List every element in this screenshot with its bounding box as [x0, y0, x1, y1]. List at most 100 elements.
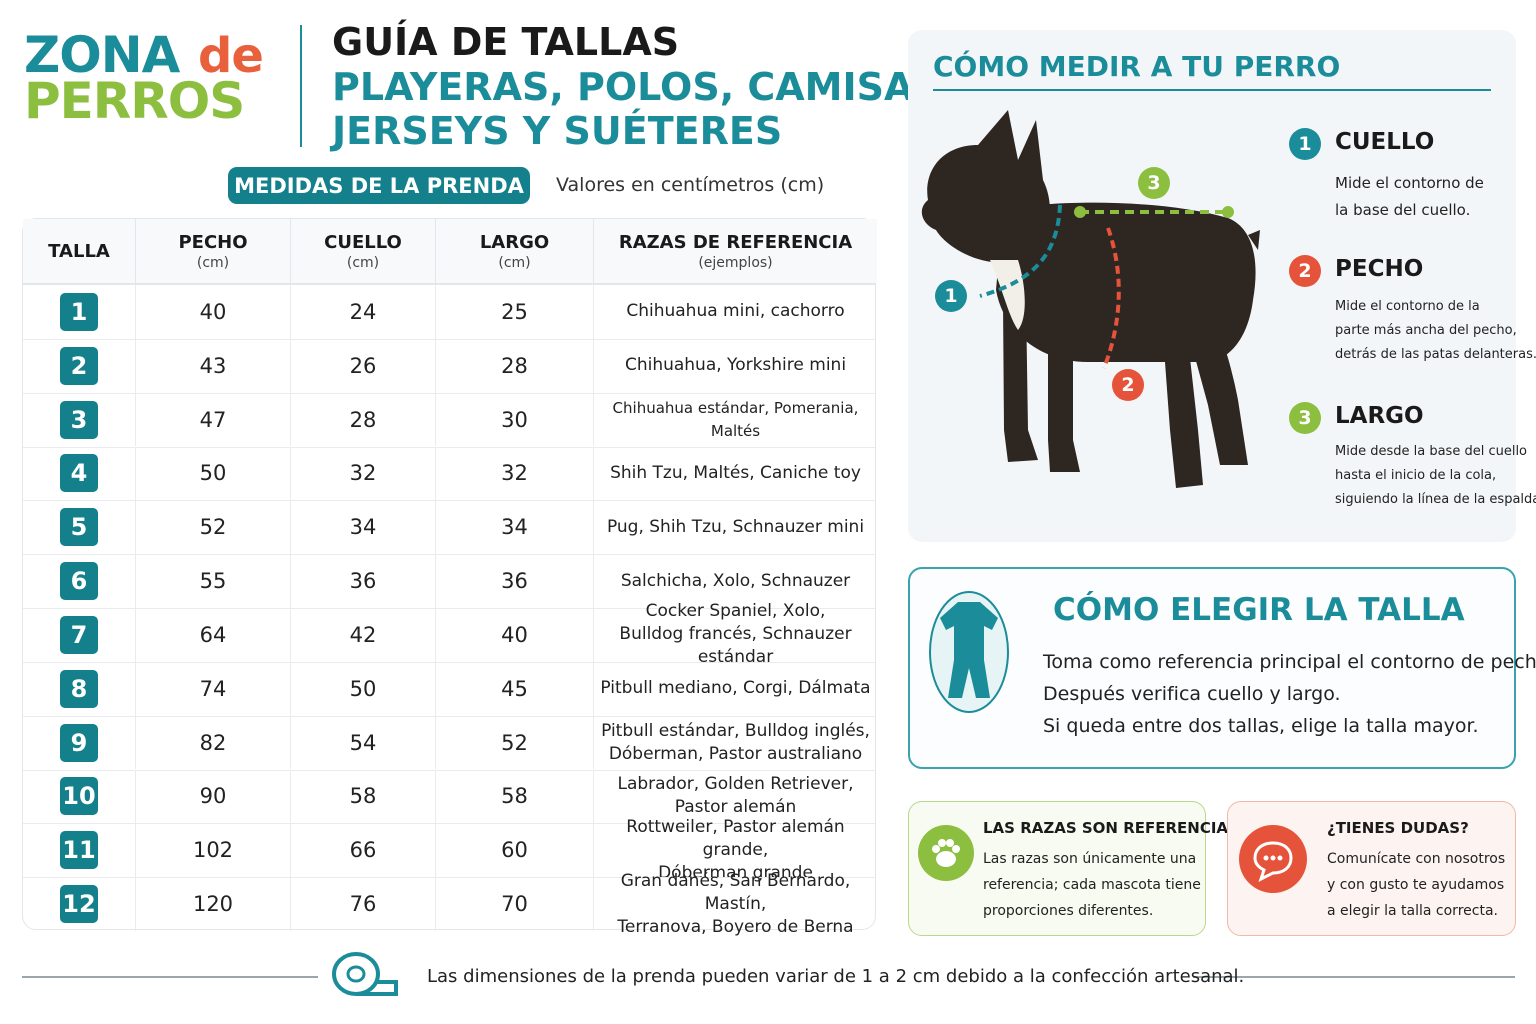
- size-badge: 3: [60, 400, 98, 439]
- table-cell: 28: [436, 338, 594, 393]
- item-name: LARGO: [1335, 403, 1424, 429]
- header-label: TALLA: [48, 240, 110, 262]
- line: proporciones diferentes.: [983, 903, 1154, 919]
- table-cell: 7: [23, 608, 136, 662]
- table-cell: 82: [136, 715, 291, 770]
- table-cell: Chihuahua mini, cachorro: [594, 285, 877, 339]
- tape-icon: [332, 952, 398, 996]
- measure-value: 90: [199, 784, 227, 809]
- line: Las razas son únicamente una: [983, 851, 1197, 867]
- table-cell: 2: [23, 338, 136, 393]
- table-cell: 1: [23, 285, 136, 339]
- measure-value: 43: [199, 353, 227, 378]
- size-badge: 12: [60, 885, 98, 924]
- line: a elegir la talla correcta.: [1327, 903, 1498, 919]
- header-unit: (cm): [498, 254, 531, 271]
- table-cell: Shih Tzu, Maltés, Caniche toy: [594, 447, 877, 501]
- table-cell: 36: [291, 554, 436, 608]
- line: Si queda entre dos tallas, elige la tall…: [1043, 715, 1479, 737]
- measure-value: 45: [501, 676, 528, 701]
- note-title: LAS RAZAS SON REFERENCIA: [983, 819, 1229, 837]
- table-cell: 50: [136, 446, 291, 501]
- table-cell: 5: [23, 500, 136, 555]
- marker: 1: [935, 280, 967, 312]
- dog: [921, 110, 1260, 488]
- line: Toma como referencia principal el contor…: [1043, 651, 1536, 673]
- measure-value: 28: [501, 353, 528, 378]
- size-table: TALLA PECHO (cm) CUELLO (cm) LARGO (cm) RAZAS D…: [22, 218, 877, 937]
- logo-word: ZONA: [24, 26, 180, 84]
- table-cell: 66: [291, 823, 436, 878]
- measure-value: 40: [501, 622, 528, 647]
- measure-value: 50: [349, 676, 377, 701]
- table-cell: Chihuahua estándar, Pomerania, Maltés: [594, 393, 877, 447]
- subtitle: JERSEYS Y SUÉTERES: [332, 109, 783, 153]
- table-cell: 64: [136, 608, 291, 662]
- breeds-line: Chihuahua, Yorkshire mini: [624, 355, 847, 376]
- table-cell: 36: [436, 554, 594, 608]
- line: Después verifica cuello y largo.: [1043, 683, 1341, 705]
- row-rule: [23, 823, 875, 825]
- dog-chest: [990, 260, 1025, 330]
- table-cell: 58: [291, 769, 436, 824]
- measure-value: 25: [501, 299, 528, 324]
- line: Mide el contorno de la: [1335, 299, 1480, 314]
- rule: [22, 976, 318, 978]
- size-badge: 11: [60, 831, 98, 870]
- note-text: Las razas son únicamente una referencia;…: [983, 846, 1201, 924]
- breeds-line: Pitbull mediano, Corgi, Dálmata: [600, 678, 871, 699]
- measure-value: 34: [349, 515, 377, 540]
- breeds-line: Salchicha, Xolo, Schnauzer: [620, 570, 851, 591]
- header-unit: (ejemplos): [698, 254, 773, 271]
- measure-value: 47: [199, 407, 227, 432]
- table-cell: 58: [436, 769, 594, 824]
- breeds-line: Terranova, Boyero de Berna: [617, 916, 854, 937]
- item-number: 1: [1289, 128, 1321, 160]
- item-desc: Mide el contorno de la parte más ancha de…: [1335, 295, 1536, 367]
- breeds-line: Rottweiler, Pastor alemán grande,: [626, 816, 845, 860]
- guide-dot: [1222, 206, 1234, 218]
- measure-value: 40: [199, 299, 227, 324]
- choose-text: Toma como referencia principal el contor…: [1043, 646, 1536, 742]
- line: siguiendo la línea de la espalda.: [1335, 492, 1536, 507]
- breeds-line: Pug, Shih Tzu, Schnauzer mini: [606, 516, 865, 537]
- measure-value: 60: [501, 838, 528, 863]
- subtitle: PLAYERAS, POLOS, CAMISAS,: [332, 65, 956, 109]
- table-cell: 26: [291, 338, 436, 393]
- breeds-line: Dóberman, Pastor australiano: [608, 743, 863, 764]
- guide-dot: [1074, 206, 1086, 218]
- table-cell: Chihuahua, Yorkshire mini: [594, 339, 877, 393]
- line: la base del cuello.: [1335, 201, 1471, 219]
- breeds-line: Chihuahua mini, cachorro: [626, 301, 845, 322]
- caption-badge: MEDIDAS DE LA PRENDA: [228, 167, 530, 204]
- table-cell: 9: [23, 715, 136, 770]
- line: Comunícate con nosotros: [1327, 851, 1506, 867]
- measure-value: 58: [501, 784, 528, 809]
- row-rule: [23, 608, 875, 609]
- table-cell: 10: [23, 769, 136, 824]
- row-rule: [23, 661, 875, 663]
- table-cell: 40: [436, 608, 594, 662]
- garment-icon: [929, 591, 1009, 713]
- breeds-line: Labrador, Golden Retriever,: [617, 774, 854, 795]
- table-cell: 54: [291, 715, 436, 770]
- logo-word: de: [198, 28, 264, 84]
- table-cell: 34: [436, 500, 594, 555]
- chest-guide: [1102, 227, 1121, 369]
- table-cell: Cocker Spaniel, Xolo, Bulldog francés, Sc…: [594, 601, 877, 667]
- row-rule: [23, 715, 875, 717]
- note-title: ¿TIENES DUDAS?: [1327, 819, 1469, 837]
- column-header: PECHO (cm): [136, 219, 291, 283]
- item-number: 2: [1289, 255, 1321, 287]
- paw-icon: [918, 825, 974, 881]
- measure-value: 32: [349, 461, 377, 486]
- breeds-line: Pitbull estándar, Bulldog inglés,: [601, 720, 870, 741]
- column-header: LARGO (cm): [436, 219, 594, 283]
- table-cell: Salchicha, Xolo, Schnauzer: [594, 554, 877, 608]
- row-rule: [23, 769, 875, 771]
- measure-value: 102: [192, 838, 234, 863]
- measure-value: 82: [199, 730, 227, 755]
- table-cell: 60: [436, 823, 594, 878]
- title: GUÍA DE TALLAS: [332, 20, 680, 64]
- measure-value: 42: [349, 622, 377, 647]
